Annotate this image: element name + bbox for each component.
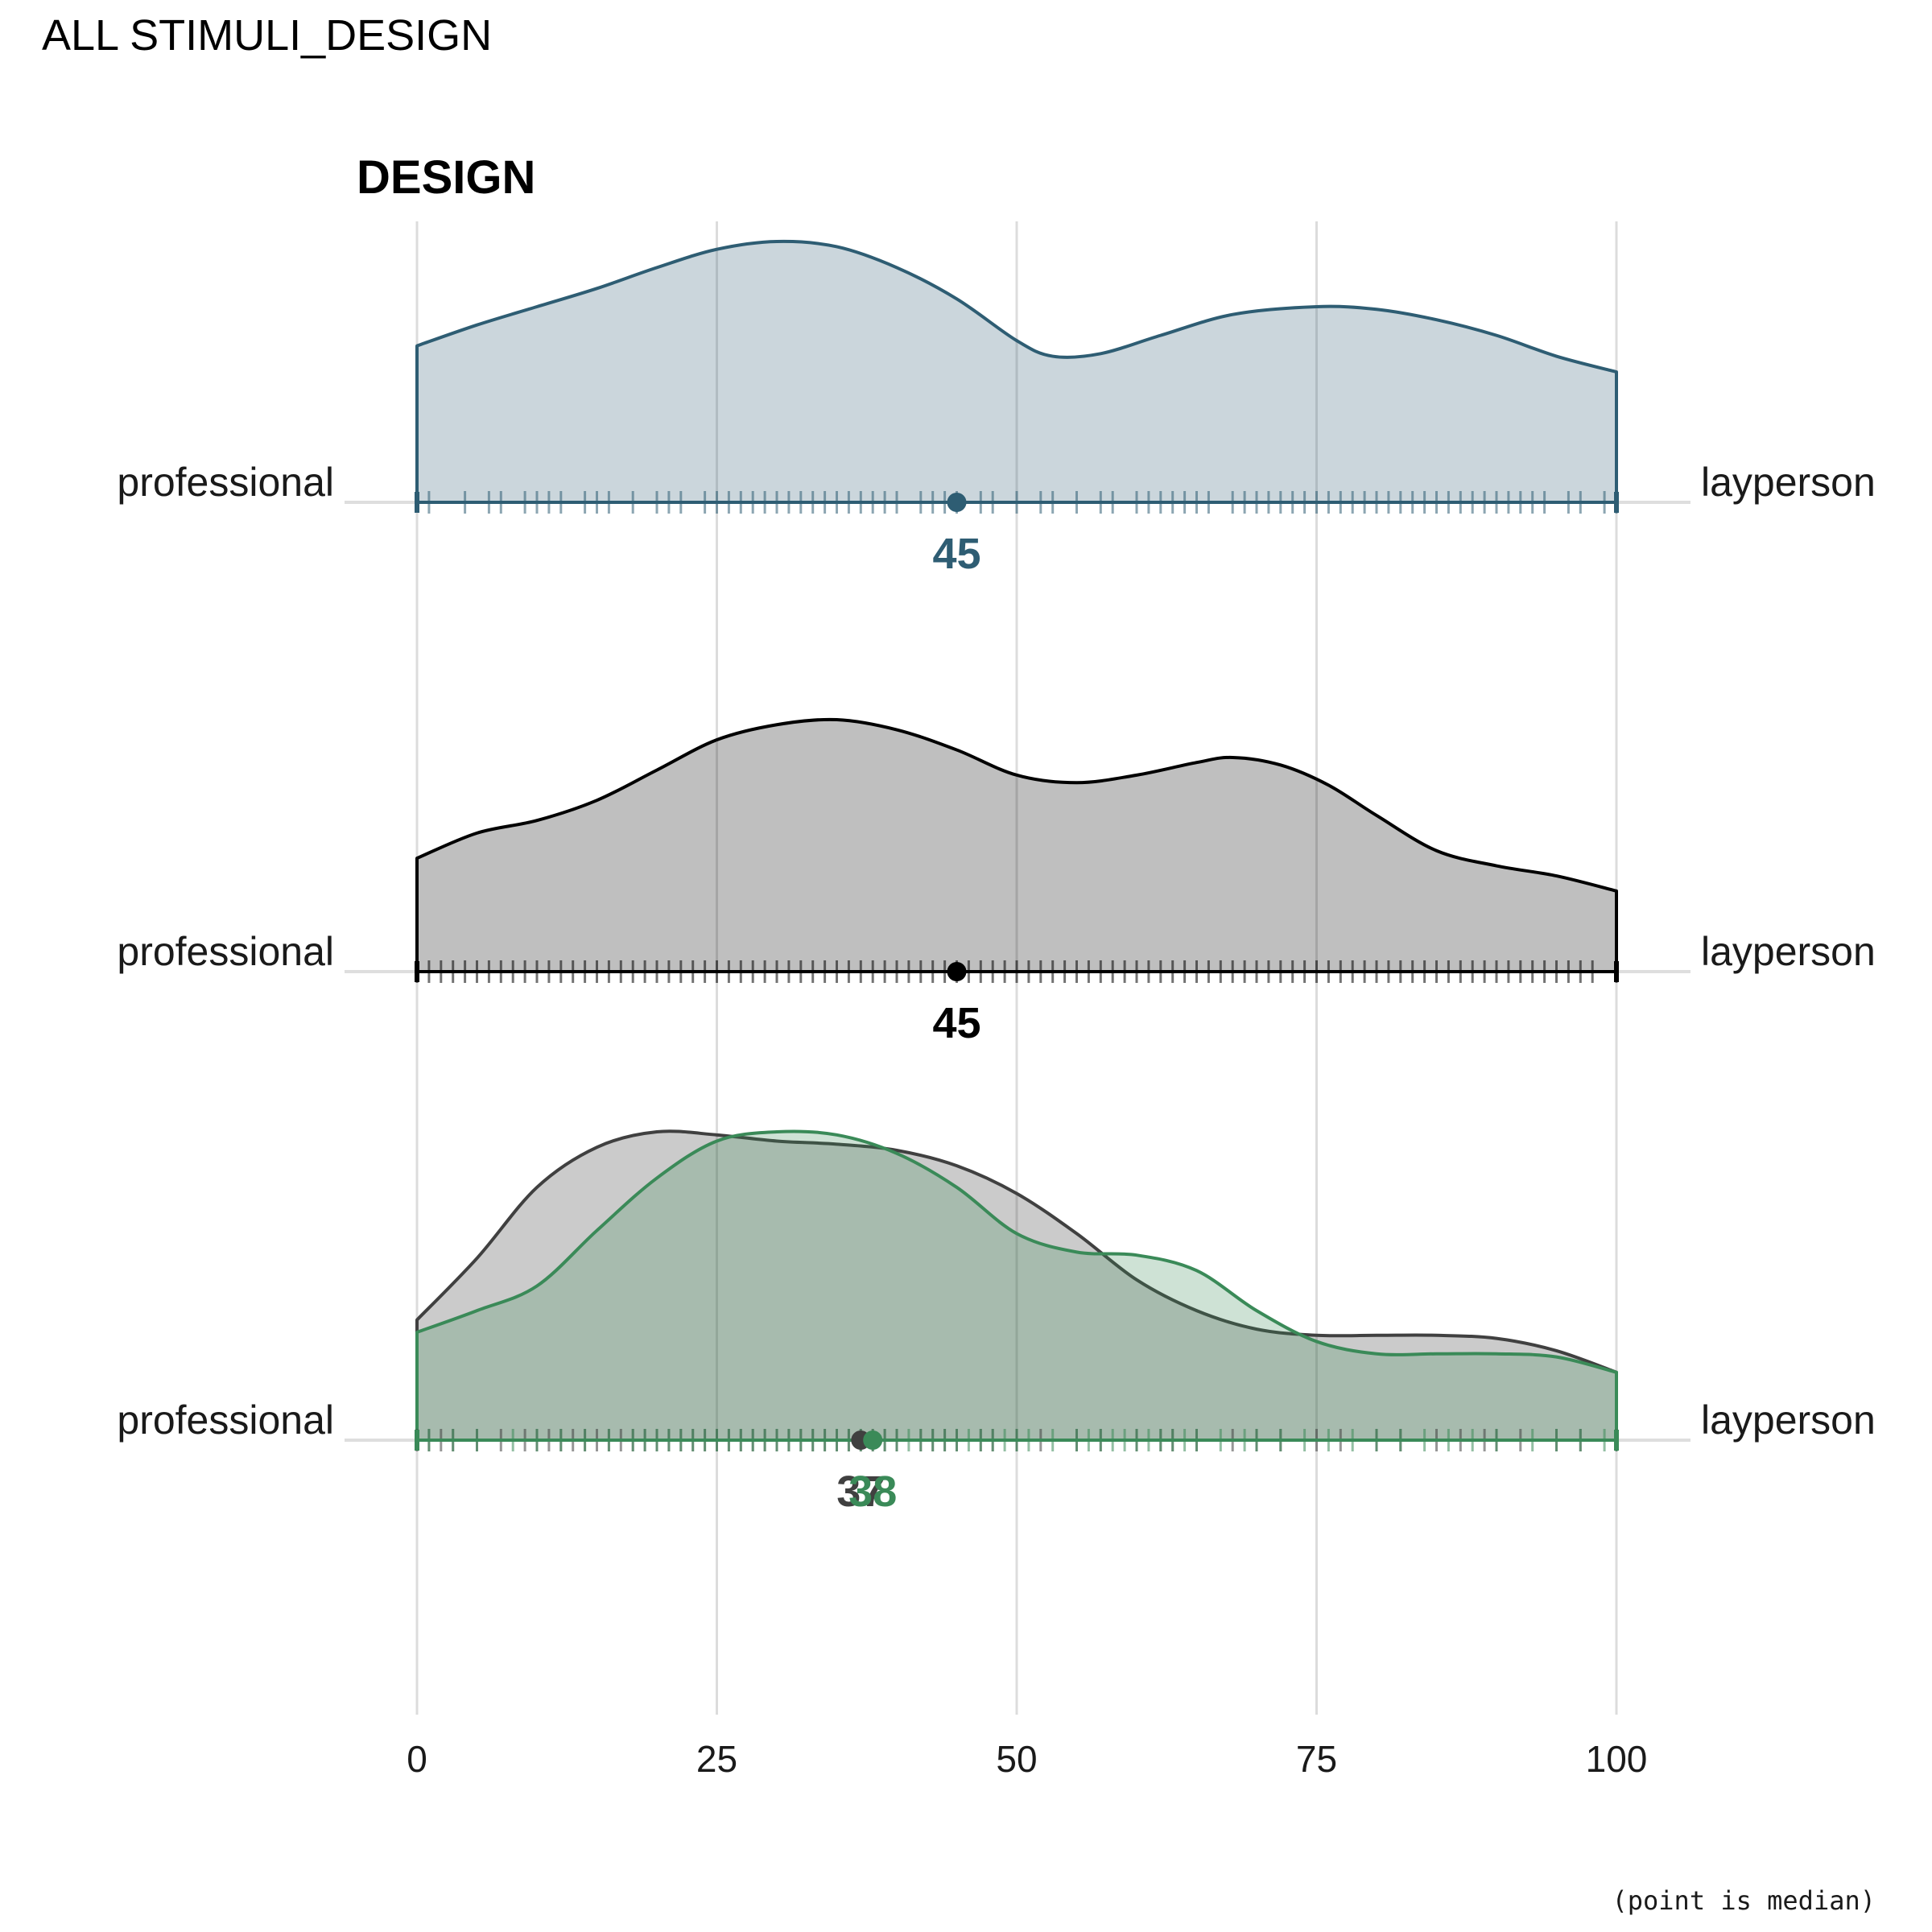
density-curve-1 [415, 717, 1618, 973]
left-anchor-label: professional [117, 929, 334, 974]
x-tick-label-4: 100 [1586, 1738, 1648, 1780]
ridge-row-1: professional layperson 45 [117, 239, 1876, 578]
median-point-1 [947, 962, 967, 981]
median-label-1: 45 [932, 530, 980, 578]
left-anchor-label: professional [117, 1397, 334, 1443]
panel-title: DESIGN [357, 151, 535, 204]
x-tick-label-2: 50 [996, 1738, 1037, 1780]
median-point-1 [947, 493, 967, 512]
x-axis: 0 25 50 75 100 [407, 1738, 1647, 1780]
median-label-2: 38 [848, 1468, 897, 1516]
right-anchor-label: layperson [1701, 460, 1876, 505]
page-title: ALL STIMULI_DESIGN [42, 11, 492, 60]
caption: (point is median) [1612, 1885, 1876, 1916]
plot-area: professional layperson 45 professional laype… [117, 239, 1876, 1516]
x-tick-label-0: 0 [407, 1738, 427, 1780]
density-curve-1 [415, 239, 1618, 504]
median-point-2 [863, 1430, 883, 1450]
median-label-1: 45 [932, 999, 980, 1047]
density-curve-1 [415, 1129, 1618, 1442]
ridge-row-2: professional layperson 45 [117, 717, 1876, 1047]
x-tick-label-3: 75 [1296, 1738, 1337, 1780]
right-anchor-label: layperson [1701, 929, 1876, 974]
density-curve-2 [415, 1129, 1618, 1442]
x-tick-label-1: 25 [696, 1738, 737, 1780]
left-anchor-label: professional [117, 460, 334, 505]
median-label-1: 37 [836, 1468, 885, 1516]
right-anchor-label: layperson [1701, 1397, 1876, 1443]
